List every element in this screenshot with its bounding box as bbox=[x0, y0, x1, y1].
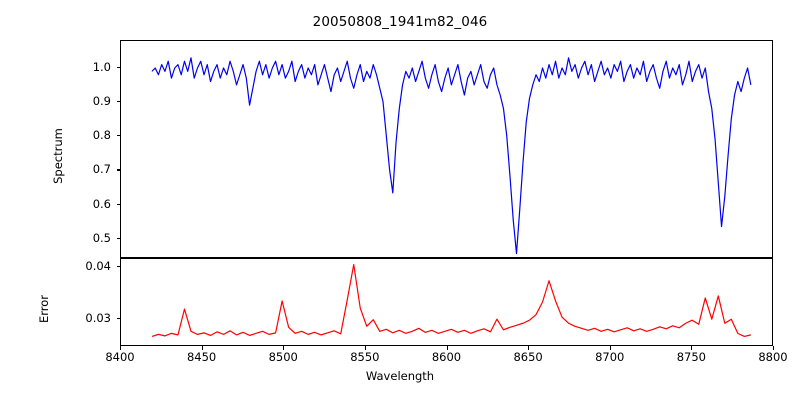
y-tick-label: 0.7 bbox=[92, 162, 111, 177]
x-axis-label: Wavelength bbox=[365, 369, 435, 383]
y-tick-mark bbox=[116, 265, 120, 267]
x-tick-label: 8600 bbox=[431, 350, 462, 364]
x-tick-mark bbox=[283, 346, 285, 350]
error-panel bbox=[120, 258, 773, 346]
y-tick-mark bbox=[116, 203, 120, 205]
y-tick-label: 1.0 bbox=[92, 60, 111, 75]
x-tick-label: 8500 bbox=[268, 350, 298, 364]
x-tick-mark bbox=[691, 346, 693, 350]
x-tick-label: 8800 bbox=[758, 350, 788, 364]
y-tick-mark bbox=[116, 101, 120, 103]
x-tick-label: 8650 bbox=[513, 350, 543, 364]
y-tick-mark bbox=[116, 237, 120, 239]
y-tick-label: 0.6 bbox=[92, 196, 111, 211]
y-tick-mark bbox=[116, 135, 120, 137]
x-tick-mark bbox=[364, 346, 366, 350]
spectrum-panel bbox=[120, 40, 773, 258]
y-tick-mark bbox=[116, 317, 120, 319]
y-tick-label: 0.5 bbox=[92, 230, 111, 245]
x-tick-mark bbox=[446, 346, 448, 350]
x-tick-label: 8750 bbox=[676, 350, 707, 364]
spectrum-axis-label: Spectrum bbox=[51, 128, 65, 184]
y-tick-label: 0.03 bbox=[85, 310, 111, 325]
figure-title: 20050808_1941m82_046 bbox=[312, 14, 488, 30]
y-tick-label: 0.04 bbox=[85, 258, 111, 273]
x-tick-mark bbox=[120, 346, 122, 350]
x-tick-label: 8550 bbox=[350, 350, 380, 364]
spectrum-line-plot bbox=[121, 41, 772, 257]
x-tick-label: 8400 bbox=[105, 350, 135, 364]
y-tick-label: 0.9 bbox=[92, 94, 111, 109]
y-tick-label: 0.8 bbox=[92, 128, 111, 143]
x-tick-mark bbox=[609, 346, 611, 350]
x-tick-mark bbox=[773, 346, 775, 350]
x-tick-label: 8700 bbox=[595, 350, 625, 364]
error-axis-label: Error bbox=[37, 294, 51, 324]
x-tick-label: 8450 bbox=[186, 350, 217, 364]
y-tick-mark bbox=[116, 169, 120, 171]
x-tick-mark bbox=[201, 346, 203, 350]
y-tick-mark bbox=[116, 67, 120, 69]
x-tick-mark bbox=[528, 346, 530, 350]
error-line-plot bbox=[121, 259, 772, 345]
